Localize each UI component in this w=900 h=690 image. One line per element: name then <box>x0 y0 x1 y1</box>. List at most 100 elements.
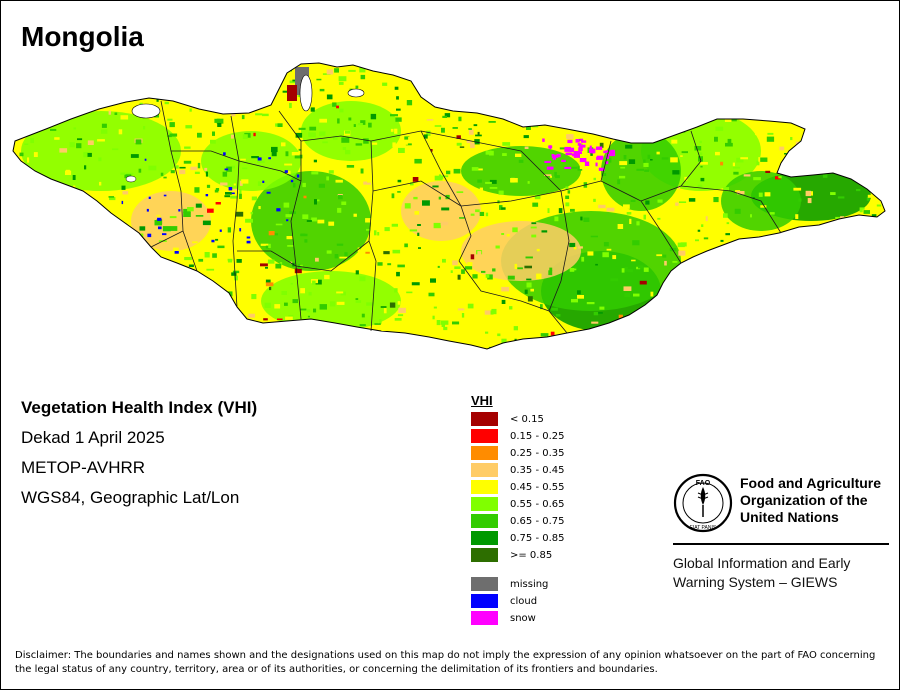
raster-pixel <box>765 170 771 173</box>
raster-pixel <box>837 85 843 90</box>
raster-pixel <box>750 79 754 82</box>
raster-pixel <box>363 138 369 144</box>
raster-pixel <box>204 252 210 258</box>
raster-pixel <box>355 300 362 303</box>
raster-pixel <box>823 343 832 348</box>
raster-pixel <box>577 290 581 295</box>
raster-pixel <box>705 216 708 222</box>
snow-pixel <box>578 147 583 151</box>
raster-pixel <box>299 264 303 267</box>
raster-pixel <box>684 176 688 181</box>
raster-pixel <box>331 335 336 339</box>
raster-pixel <box>822 256 830 260</box>
raster-pixel <box>217 123 222 127</box>
raster-pixel <box>540 92 545 95</box>
raster-pixel <box>151 340 157 343</box>
raster-pixel <box>484 310 491 315</box>
raster-pixel <box>13 250 18 254</box>
raster-pixel <box>220 293 224 298</box>
raster-pixel <box>409 229 418 232</box>
raster-pixel <box>252 99 258 103</box>
snow-pixel <box>605 150 609 153</box>
raster-pixel <box>148 165 157 171</box>
raster-pixel <box>105 348 110 349</box>
raster-pixel <box>889 350 891 353</box>
raster-pixel <box>197 132 202 138</box>
raster-pixel <box>147 351 150 356</box>
raster-pixel <box>844 87 849 91</box>
raster-pixel <box>590 235 598 238</box>
raster-pixel <box>151 268 158 273</box>
raster-pixel <box>794 101 798 104</box>
raster-pixel <box>437 265 440 268</box>
raster-pixel <box>807 198 812 204</box>
raster-pixel <box>889 203 894 207</box>
raster-pixel <box>532 202 539 207</box>
raster-pixel <box>213 89 221 93</box>
raster-pixel <box>219 101 227 106</box>
raster-pixel <box>718 82 726 87</box>
raster-pixel <box>657 57 663 61</box>
raster-pixel <box>396 271 400 277</box>
raster-pixel <box>194 141 202 145</box>
raster-pixel <box>457 308 465 311</box>
raster-pixel <box>558 208 563 214</box>
raster-pixel <box>799 134 804 138</box>
raster-pixel <box>158 309 165 314</box>
raster-pixel <box>580 202 587 208</box>
cloud-pixel <box>284 170 288 173</box>
raster-pixel <box>203 278 207 281</box>
raster-pixel <box>524 265 532 269</box>
raster-pixel <box>264 302 271 308</box>
raster-pixel <box>871 214 877 217</box>
raster-pixel <box>286 170 291 174</box>
raster-pixel <box>840 121 849 124</box>
raster-pixel <box>355 85 359 89</box>
raster-pixel <box>468 128 472 130</box>
raster-pixel <box>650 127 658 130</box>
raster-pixel <box>289 261 293 264</box>
raster-pixel <box>753 177 761 181</box>
raster-pixel <box>827 141 832 144</box>
raster-pixel <box>450 87 456 90</box>
raster-pixel <box>78 245 83 248</box>
raster-pixel <box>810 143 817 145</box>
raster-pixel <box>865 343 871 349</box>
raster-pixel <box>756 160 760 166</box>
raster-pixel <box>64 251 69 253</box>
raster-pixel <box>258 66 265 72</box>
raster-pixel <box>875 140 878 146</box>
raster-pixel <box>232 188 239 191</box>
raster-pixel <box>451 80 458 86</box>
raster-pixel <box>87 152 92 157</box>
raster-pixel <box>282 112 286 116</box>
raster-pixel <box>429 332 432 334</box>
raster-pixel <box>525 107 532 112</box>
raster-pixel <box>840 343 845 348</box>
raster-pixel <box>874 292 882 296</box>
raster-pixel <box>470 142 475 149</box>
raster-pixel <box>477 168 483 171</box>
raster-pixel <box>569 242 576 248</box>
sensor-label: METOP-AVHRR <box>21 458 146 477</box>
raster-pixel <box>475 355 482 360</box>
raster-pixel <box>752 197 755 199</box>
raster-pixel <box>784 153 787 155</box>
raster-pixel <box>680 155 683 157</box>
raster-pixel <box>651 314 659 318</box>
raster-pixel <box>485 331 489 334</box>
raster-pixel <box>758 192 763 197</box>
raster-pixel <box>588 63 593 68</box>
raster-pixel <box>788 252 793 256</box>
raster-pixel <box>323 97 332 103</box>
raster-pixel <box>280 113 283 118</box>
raster-pixel <box>317 219 325 224</box>
raster-pixel <box>536 87 544 92</box>
raster-pixel <box>760 157 768 162</box>
raster-pixel <box>513 326 518 331</box>
raster-pixel <box>472 293 479 296</box>
raster-pixel <box>536 248 540 252</box>
raster-pixel <box>801 294 809 299</box>
low-vhi-patch <box>287 85 297 101</box>
raster-pixel <box>524 289 528 294</box>
